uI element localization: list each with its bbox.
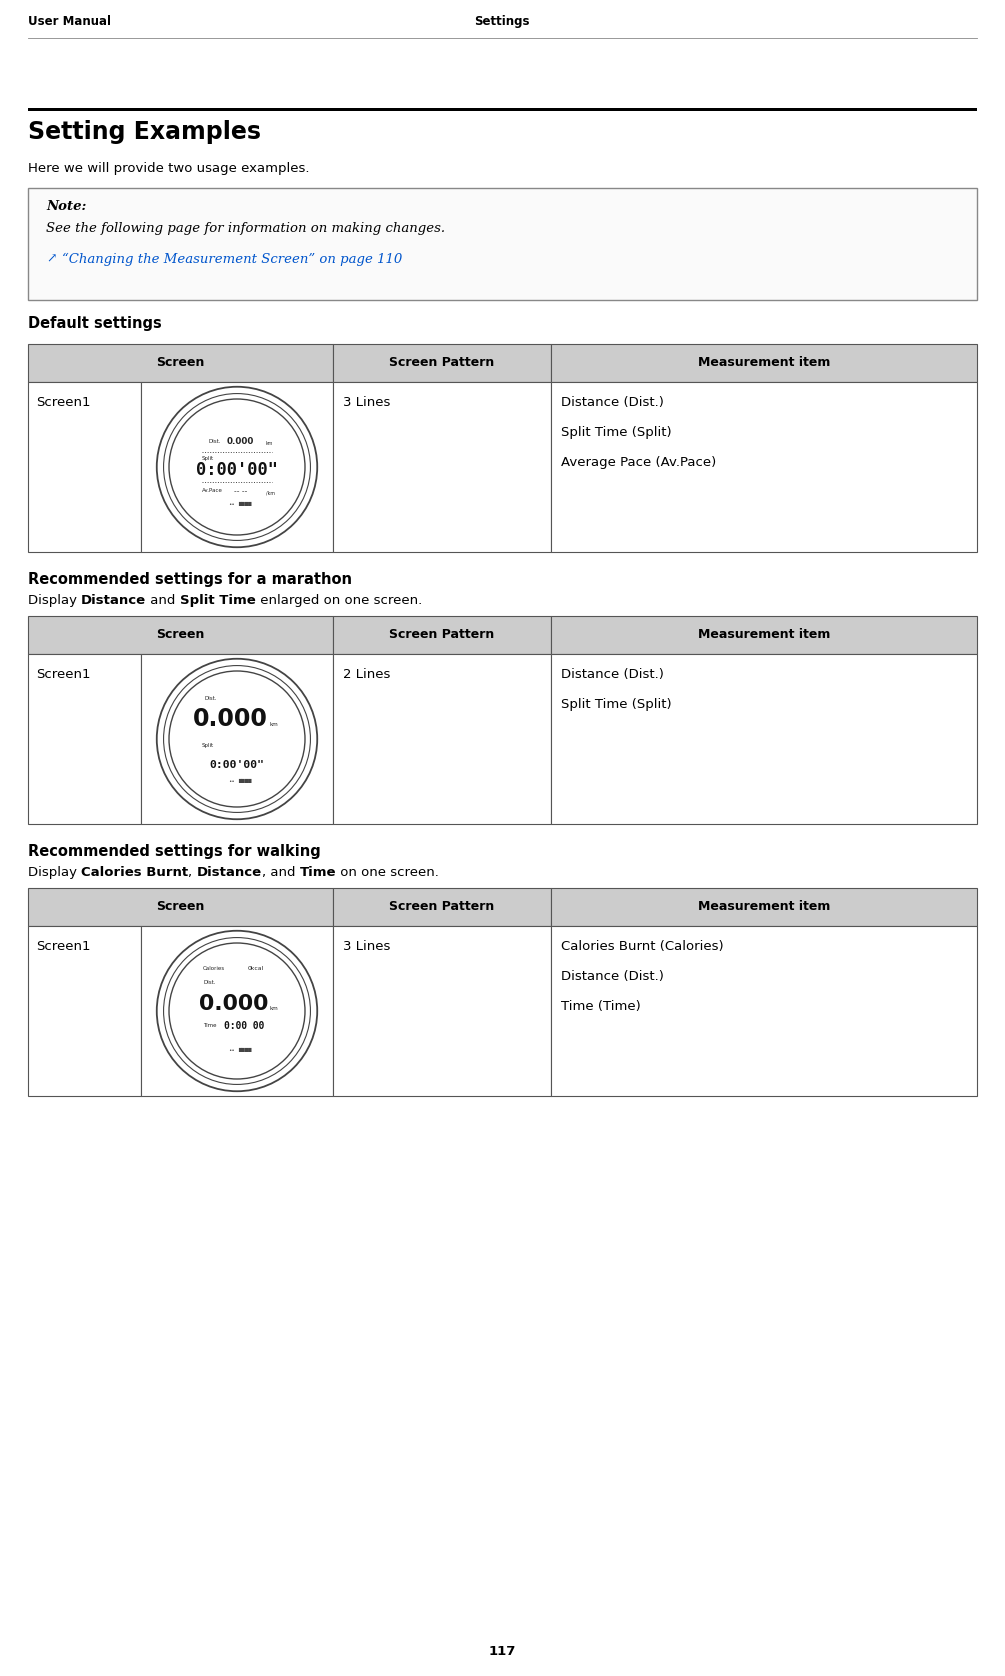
Text: 0:00 00: 0:00 00	[224, 1021, 264, 1031]
Text: on one screen.: on one screen.	[336, 866, 439, 878]
Text: Distance (Dist.): Distance (Dist.)	[561, 669, 664, 680]
Text: Calories Burnt: Calories Burnt	[81, 866, 188, 878]
Text: Calories Burnt (Calories): Calories Burnt (Calories)	[561, 940, 724, 954]
Bar	[333, 888, 551, 927]
Text: Display: Display	[28, 593, 81, 607]
Bar	[333, 654, 551, 825]
Text: Screen Pattern: Screen Pattern	[389, 627, 494, 640]
Text: Average Pace (Av.Pace): Average Pace (Av.Pace)	[561, 456, 717, 469]
Text: Split Time (Split): Split Time (Split)	[561, 697, 671, 711]
Bar	[28, 382, 141, 551]
Text: Dist.: Dist.	[208, 439, 221, 444]
Text: ,: ,	[188, 866, 197, 878]
Text: ••: ••	[228, 779, 235, 784]
Text: Time (Time): Time (Time)	[561, 1001, 641, 1012]
Text: ████: ████	[238, 1049, 252, 1053]
Text: “Changing the Measurement Screen” on page 110: “Changing the Measurement Screen” on pag…	[62, 253, 402, 266]
Text: Distance (Dist.): Distance (Dist.)	[561, 970, 664, 984]
Text: Time: Time	[299, 866, 336, 878]
Bar	[28, 888, 333, 927]
Text: Split Time (Split): Split Time (Split)	[561, 426, 671, 439]
Circle shape	[169, 670, 305, 808]
Text: Screen1: Screen1	[36, 396, 90, 409]
Text: 0:00'00": 0:00'00"	[209, 759, 264, 769]
Text: Time: Time	[203, 1024, 216, 1029]
Text: Here we will provide two usage examples.: Here we will provide two usage examples.	[28, 163, 310, 174]
Bar	[28, 107, 977, 112]
Bar	[551, 927, 977, 1096]
Text: Screen Pattern: Screen Pattern	[389, 355, 494, 369]
Text: Display: Display	[28, 866, 81, 878]
Text: 0.000: 0.000	[193, 707, 267, 731]
Text: enlarged on one screen.: enlarged on one screen.	[255, 593, 422, 607]
Text: 0kcal: 0kcal	[248, 967, 264, 972]
Text: ████: ████	[238, 779, 252, 783]
Text: Split: Split	[202, 742, 214, 747]
Text: km: km	[269, 722, 278, 726]
Text: Measurement item: Measurement item	[697, 627, 830, 640]
Bar	[333, 344, 551, 382]
Text: km: km	[269, 1006, 278, 1011]
Bar	[28, 617, 333, 654]
Text: Note:: Note:	[46, 199, 86, 213]
Bar	[333, 927, 551, 1096]
Text: ••: ••	[228, 501, 235, 506]
Text: km: km	[265, 441, 273, 446]
Text: Screen: Screen	[157, 355, 205, 369]
Bar	[551, 617, 977, 654]
Text: Split Time: Split Time	[180, 593, 255, 607]
Text: ████: ████	[238, 503, 252, 506]
Text: /km: /km	[265, 491, 274, 496]
Text: Screen Pattern: Screen Pattern	[389, 900, 494, 912]
Text: 3 Lines: 3 Lines	[343, 396, 390, 409]
Text: Dist.: Dist.	[203, 980, 215, 985]
Text: ↗: ↗	[46, 253, 56, 266]
Bar	[141, 382, 333, 551]
Text: 0:00'00": 0:00'00"	[196, 461, 278, 479]
Circle shape	[169, 399, 305, 535]
Bar	[28, 927, 141, 1096]
Text: 2 Lines: 2 Lines	[343, 669, 390, 680]
Text: See the following page for information on making changes.: See the following page for information o…	[46, 221, 445, 235]
Bar	[551, 888, 977, 927]
Text: Calories: Calories	[203, 967, 225, 972]
Text: Recommended settings for walking: Recommended settings for walking	[28, 845, 321, 860]
Circle shape	[169, 944, 305, 1079]
Text: Measurement item: Measurement item	[697, 355, 830, 369]
Text: Dist.: Dist.	[204, 696, 217, 701]
Text: 0.000: 0.000	[227, 437, 254, 446]
Text: Measurement item: Measurement item	[697, 900, 830, 912]
Text: Default settings: Default settings	[28, 317, 162, 330]
Bar	[141, 654, 333, 825]
Text: 0.000: 0.000	[199, 994, 268, 1014]
Text: Recommended settings for a marathon: Recommended settings for a marathon	[28, 572, 352, 587]
Bar	[551, 344, 977, 382]
Text: Screen: Screen	[157, 900, 205, 912]
Text: Av.Pace: Av.Pace	[202, 488, 222, 493]
Text: Distance (Dist.): Distance (Dist.)	[561, 396, 664, 409]
Text: Screen1: Screen1	[36, 669, 90, 680]
Text: 3 Lines: 3 Lines	[343, 940, 390, 954]
Bar	[141, 927, 333, 1096]
Bar	[28, 344, 333, 382]
Text: Screen: Screen	[157, 627, 205, 640]
Bar	[551, 654, 977, 825]
Text: Distance: Distance	[81, 593, 147, 607]
Text: 117: 117	[488, 1646, 516, 1658]
Text: Screen1: Screen1	[36, 940, 90, 954]
Text: Split: Split	[202, 456, 214, 461]
Text: User Manual: User Manual	[28, 15, 111, 28]
Bar	[28, 188, 977, 300]
Text: Settings: Settings	[474, 15, 530, 28]
Text: Distance: Distance	[197, 866, 262, 878]
Text: , and: , and	[262, 866, 299, 878]
Text: and: and	[147, 593, 180, 607]
Text: -- --: -- --	[234, 488, 247, 494]
Text: Setting Examples: Setting Examples	[28, 121, 261, 144]
Bar	[333, 382, 551, 551]
Bar	[333, 617, 551, 654]
Bar	[28, 654, 141, 825]
Bar	[551, 382, 977, 551]
Text: ••: ••	[228, 1048, 235, 1053]
